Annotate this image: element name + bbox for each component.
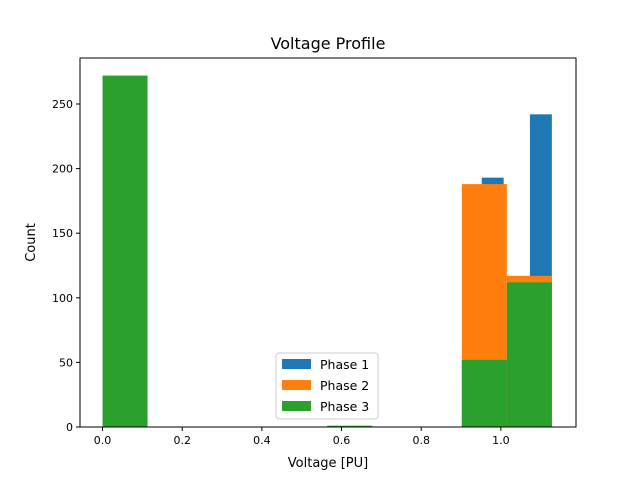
x-tick-label: 0.4: [253, 434, 271, 447]
x-axis-label: Voltage [PU]: [288, 456, 368, 471]
legend-swatch: [282, 380, 311, 390]
y-tick-label: 100: [52, 292, 73, 305]
plot-frame: [79, 57, 577, 428]
legend-label: Phase 2: [320, 378, 369, 393]
x-tick-label: 1.0: [492, 434, 510, 447]
x-tick-label: 0.0: [94, 434, 112, 447]
y-tick-label: 50: [59, 356, 73, 369]
bar-series-3-bin-1: [102, 75, 148, 428]
y-axis-label: Count: [24, 223, 39, 262]
x-tick-label: 0.2: [173, 434, 191, 447]
legend: Phase 1 Phase 2 Phase 3: [275, 352, 379, 420]
x-axis-ticks: 0.0 0.2 0.4 0.6 0.8 1.0: [94, 427, 510, 447]
y-tick-label: 150: [52, 227, 73, 240]
legend-label: Phase 3: [320, 399, 369, 414]
legend-label: Phase 1: [320, 357, 369, 372]
x-tick-label: 0.6: [333, 434, 351, 447]
bars-layer: [102, 75, 552, 428]
bar-series-3-bin-3: [461, 359, 507, 427]
bar-series-3-bin-4: [506, 282, 552, 427]
legend-swatch: [282, 359, 311, 369]
y-tick-label: 200: [52, 163, 73, 176]
y-axis-ticks: 0 50 100 150 200 250: [52, 98, 80, 434]
bar-series-3-bin-2: [327, 425, 373, 427]
y-tick-label: 250: [52, 98, 73, 111]
chart-title: Voltage Profile: [271, 34, 386, 53]
y-tick-label: 0: [66, 421, 73, 434]
x-tick-label: 0.8: [412, 434, 430, 447]
legend-swatch: [282, 401, 311, 411]
